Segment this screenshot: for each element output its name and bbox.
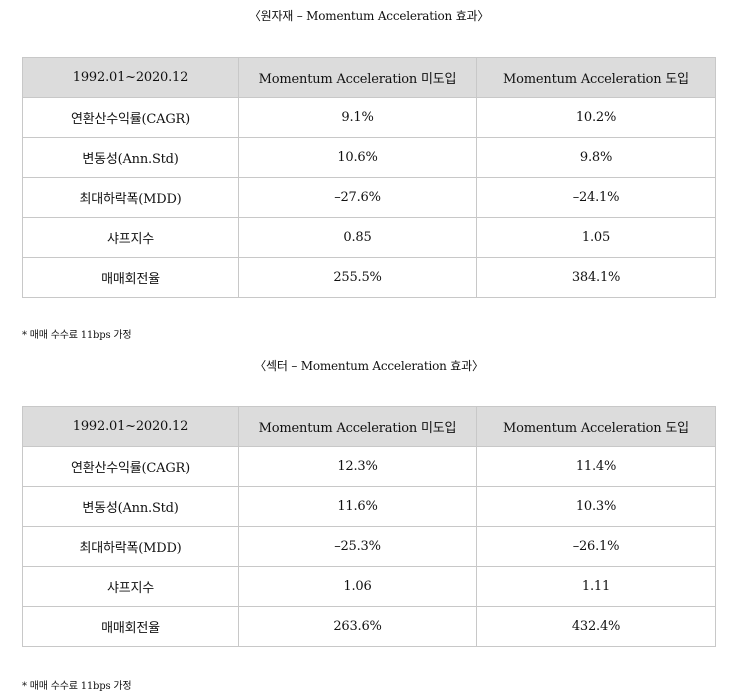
metric-label: 매매회전율 [22, 257, 239, 298]
value-with: 10.3% [476, 486, 716, 527]
value-without: 12.3% [238, 446, 477, 487]
metric-label: 최대하락폭(MDD) [22, 526, 239, 567]
table-row: 연환산수익률(CAGR) 9.1% 10.2% [22, 97, 716, 138]
fee-assumption-note: * 매매 수수료 11bps 가정 [22, 681, 132, 692]
value-with: –24.1% [476, 177, 716, 218]
metric-label: 샤프지수 [22, 217, 239, 258]
value-without: 0.85 [238, 217, 477, 258]
header-with-acceleration: Momentum Acceleration 도입 [476, 57, 716, 98]
table-row: 최대하락폭(MDD) –25.3% –26.1% [22, 526, 716, 567]
table-row: 변동성(Ann.Std) 11.6% 10.3% [22, 486, 716, 527]
header-with-acceleration: Momentum Acceleration 도입 [476, 406, 716, 447]
value-without: 263.6% [238, 606, 477, 647]
value-with: 1.11 [476, 566, 716, 607]
fee-assumption-note: * 매매 수수료 11bps 가정 [22, 330, 132, 341]
value-without: 10.6% [238, 137, 477, 178]
value-without: 11.6% [238, 486, 477, 527]
table-row: 매매회전율 255.5% 384.1% [22, 257, 716, 298]
value-with: –26.1% [476, 526, 716, 567]
value-with: 1.05 [476, 217, 716, 258]
metric-label: 변동성(Ann.Std) [22, 486, 239, 527]
table-caption-commodity: 〈원자재 – Momentum Acceleration 효과〉 [248, 9, 490, 23]
table-row: 최대하락폭(MDD) –27.6% –24.1% [22, 177, 716, 218]
metric-label: 변동성(Ann.Std) [22, 137, 239, 178]
header-period: 1992.01~2020.12 [22, 406, 239, 447]
value-without: 255.5% [238, 257, 477, 298]
value-with: 11.4% [476, 446, 716, 487]
table-row: 샤프지수 1.06 1.11 [22, 566, 716, 607]
table-header-row: 1992.01~2020.12 Momentum Acceleration 미도… [22, 57, 716, 98]
table-row: 매매회전율 263.6% 432.4% [22, 606, 716, 647]
table-row: 연환산수익률(CAGR) 12.3% 11.4% [22, 446, 716, 487]
metric-label: 최대하락폭(MDD) [22, 177, 239, 218]
value-without: –27.6% [238, 177, 477, 218]
header-period: 1992.01~2020.12 [22, 57, 239, 98]
commodity-momentum-table: 1992.01~2020.12 Momentum Acceleration 미도… [22, 57, 716, 298]
value-without: 1.06 [238, 566, 477, 607]
table-row: 변동성(Ann.Std) 10.6% 9.8% [22, 137, 716, 178]
header-without-acceleration: Momentum Acceleration 미도입 [238, 57, 477, 98]
metric-label: 연환산수익률(CAGR) [22, 446, 239, 487]
value-without: 9.1% [238, 97, 477, 138]
metric-label: 매매회전율 [22, 606, 239, 647]
table-header-row: 1992.01~2020.12 Momentum Acceleration 미도… [22, 406, 716, 447]
value-with: 432.4% [476, 606, 716, 647]
sector-momentum-table: 1992.01~2020.12 Momentum Acceleration 미도… [22, 406, 716, 647]
value-with: 10.2% [476, 97, 716, 138]
table-row: 샤프지수 0.85 1.05 [22, 217, 716, 258]
value-with: 384.1% [476, 257, 716, 298]
table-caption-sector: 〈섹터 – Momentum Acceleration 효과〉 [254, 359, 484, 373]
metric-label: 샤프지수 [22, 566, 239, 607]
metric-label: 연환산수익률(CAGR) [22, 97, 239, 138]
header-without-acceleration: Momentum Acceleration 미도입 [238, 406, 477, 447]
value-with: 9.8% [476, 137, 716, 178]
value-without: –25.3% [238, 526, 477, 567]
